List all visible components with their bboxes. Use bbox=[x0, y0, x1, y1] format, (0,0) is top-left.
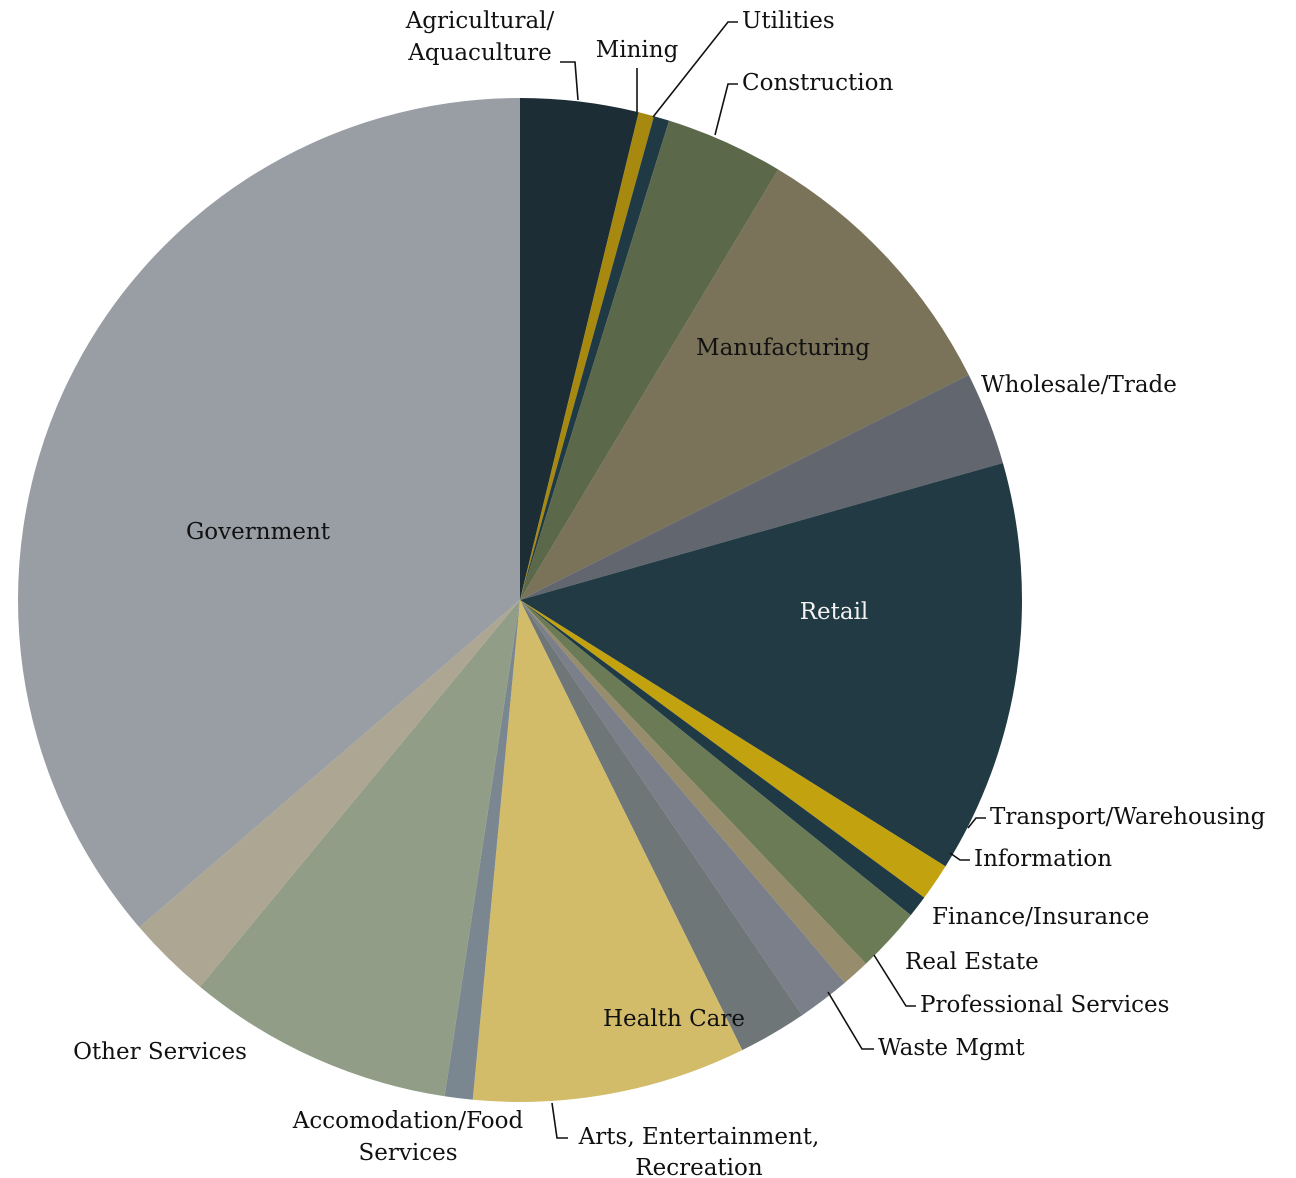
slice-professional-services bbox=[520, 600, 845, 1016]
label-arts-entertainment-recreation: Arts, Entertainment, Recreation bbox=[578, 1124, 820, 1178]
label-finance-insurance: Finance/Insurance bbox=[932, 904, 1149, 930]
slice-finance-insurance bbox=[520, 600, 911, 964]
label-manufacturing: Manufacturing bbox=[696, 335, 870, 361]
label-health-care: Health Care bbox=[603, 1006, 745, 1032]
label-agricultural-aquaculture: Agricultural/Aquaculture bbox=[405, 8, 555, 66]
slice-manufacturing bbox=[520, 169, 969, 600]
label-transport-warehousing: Transport/Warehousing bbox=[990, 804, 1266, 830]
label-waste-mgmt: Waste Mgmt bbox=[878, 1035, 1025, 1061]
leader-transport-warehousing bbox=[967, 817, 986, 829]
slice-health-care bbox=[472, 600, 743, 1102]
slice-information bbox=[520, 600, 925, 916]
leader-professional-services bbox=[873, 954, 916, 1007]
label-utilities: Utilities bbox=[742, 8, 835, 34]
slice-government bbox=[17, 98, 521, 928]
label-government: Government bbox=[186, 519, 331, 545]
leader-lines bbox=[551, 21, 986, 1139]
leader-utilities bbox=[652, 21, 738, 118]
slice-retail bbox=[520, 462, 1023, 867]
slice-arts-entertainment-recreation bbox=[444, 600, 520, 1100]
leader-construction bbox=[714, 83, 738, 136]
label-real-estate: Real Estate bbox=[905, 949, 1039, 975]
slice-other-services bbox=[139, 600, 521, 987]
label-professional-services: Professional Services bbox=[920, 992, 1169, 1018]
label-construction: Construction bbox=[742, 70, 893, 96]
label-retail: Retail bbox=[800, 599, 869, 625]
label-accomodation-food-services: Accomodation/Food Services bbox=[292, 1108, 524, 1166]
slice-wholesale-trade bbox=[520, 374, 1003, 600]
leader-information bbox=[949, 852, 970, 861]
slice-mining bbox=[520, 112, 654, 601]
leader-waste-mgmt bbox=[827, 991, 874, 1050]
slice-agricultural-aquaculture bbox=[520, 98, 639, 600]
label-information: Information bbox=[974, 846, 1112, 872]
label-wholesale-trade: Wholesale/Trade bbox=[981, 372, 1177, 398]
leader-arts-entertainment-recreation bbox=[551, 1102, 568, 1139]
label-other-services: Other Services bbox=[73, 1039, 247, 1065]
slice-real-estate bbox=[520, 600, 866, 983]
slice-construction bbox=[520, 120, 779, 600]
slice-utilities bbox=[520, 116, 670, 601]
leader-agricultural-aquaculture bbox=[560, 61, 579, 101]
slice-waste-mgmt bbox=[520, 600, 803, 1051]
label-mining: Mining bbox=[596, 37, 679, 63]
pie-slices bbox=[17, 98, 1023, 1102]
slice-accomodation-food-services bbox=[200, 600, 520, 1097]
slice-labels: Agricultural/Aquaculture Mining Utilities C… bbox=[73, 8, 1266, 1178]
slice-transport-warehousing bbox=[520, 600, 946, 898]
